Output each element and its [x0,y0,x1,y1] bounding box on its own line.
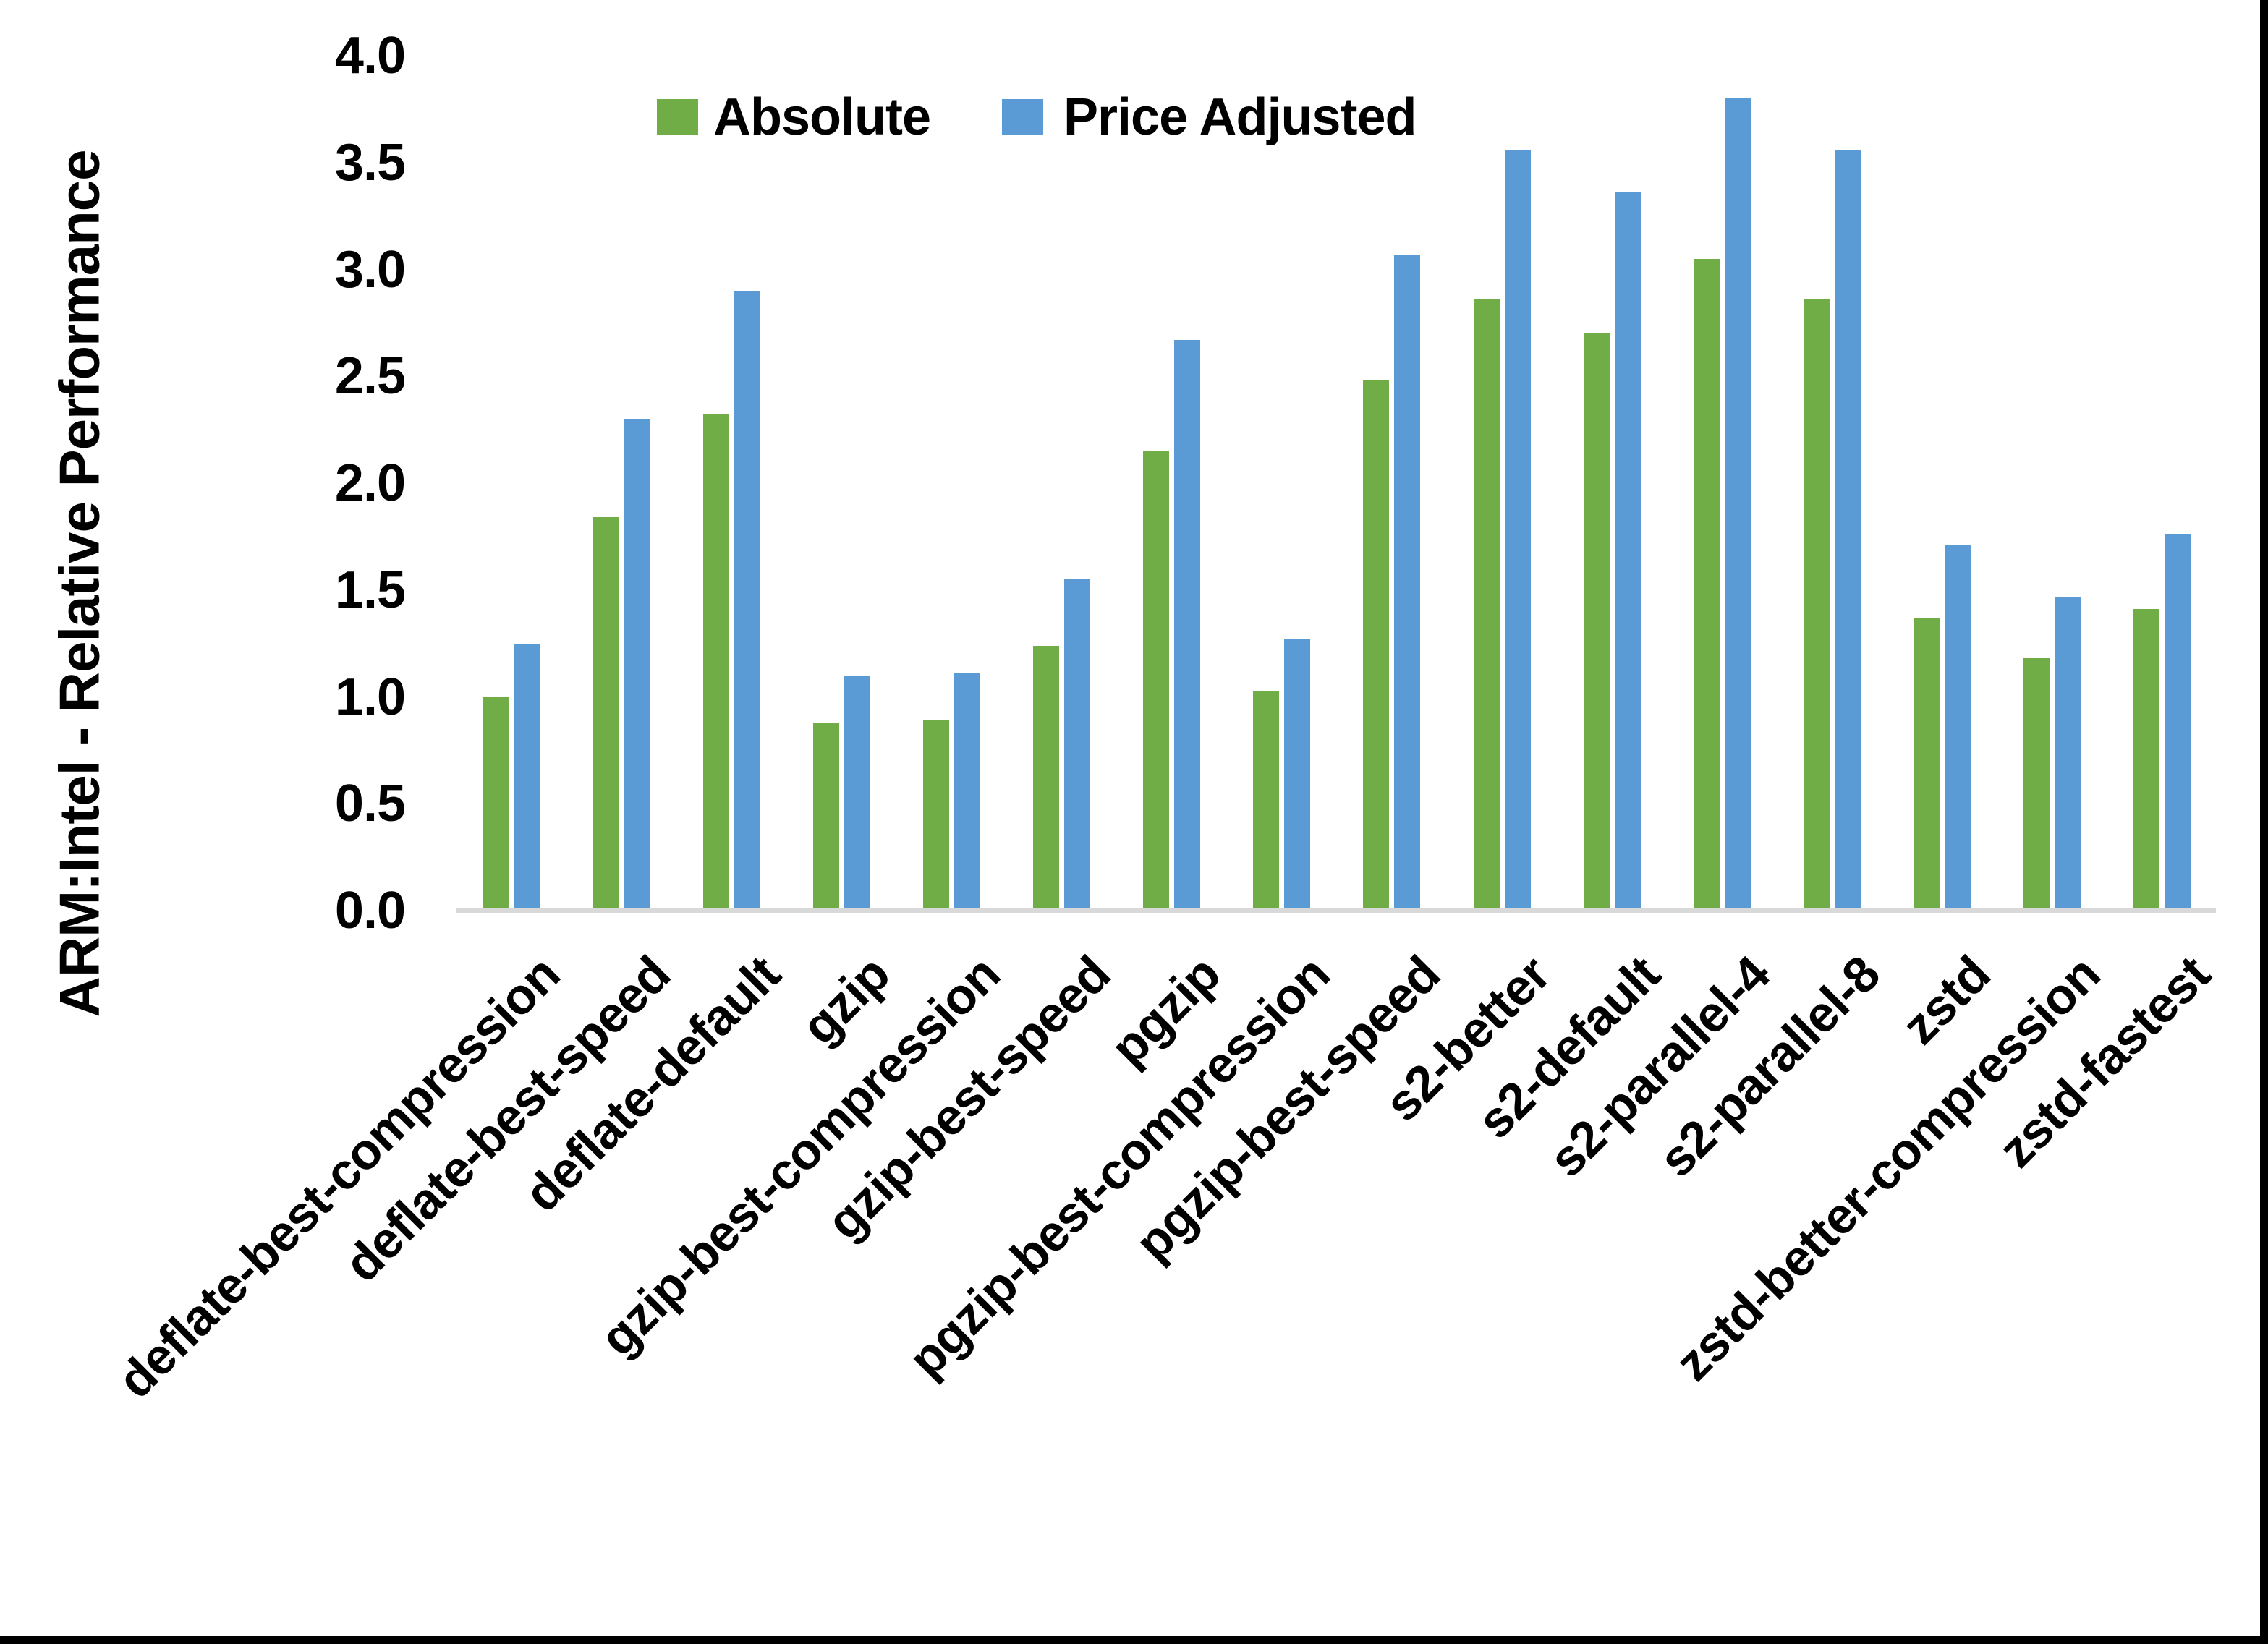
bar-price-adjusted [1064,579,1090,911]
legend-swatch-absolute [657,99,698,135]
bar-price-adjusted [1725,98,1751,911]
bar-absolute [1253,691,1279,911]
category-label: deflate-best-compression [106,945,571,1409]
bar-price-adjusted [844,676,870,911]
bar-absolute [703,414,729,911]
bar-price-adjusted [954,673,980,911]
x-axis-line [456,908,2216,913]
bar-price-adjusted [1505,150,1531,911]
y-tick-label: 1.5 [334,561,406,619]
screenshot-right-border [2260,0,2268,1644]
legend-swatch-price-adjusted [1002,99,1043,135]
y-tick-label: 4.0 [334,27,406,85]
bar-absolute [1914,618,1940,911]
y-tick-label: 0.5 [334,775,406,833]
bar-absolute [483,697,509,911]
y-tick-label: 1.0 [334,668,406,726]
y-tick-label: 0.0 [334,882,406,940]
bar-price-adjusted [514,644,540,911]
bar-price-adjusted [2165,534,2191,911]
bar-price-adjusted [1174,340,1200,911]
y-axis-title: ARM:Intel - Relative Performance [47,150,111,1018]
y-tick-label: 3.5 [334,133,406,192]
bar-price-adjusted [2055,597,2081,911]
legend-label-absolute: Absolute [713,88,931,146]
bar-absolute [1143,451,1169,911]
bar-absolute [923,720,949,911]
y-tick-label: 2.0 [334,454,406,512]
bar-price-adjusted [1835,150,1861,911]
screenshot-bottom-border [0,1636,2268,1644]
y-tick-label: 3.0 [334,240,406,299]
bar-price-adjusted [1284,639,1310,911]
bar-price-adjusted [1615,192,1641,911]
bar-price-adjusted [1394,255,1420,911]
bar-price-adjusted [624,419,650,911]
bar-price-adjusted [734,291,760,911]
bar-absolute [1584,333,1610,911]
y-tick-label: 2.5 [334,347,406,406]
bar-absolute [1804,299,1830,911]
bar-absolute [2023,658,2050,911]
legend-label-price-adjusted: Price Adjusted [1063,88,1417,146]
bar-absolute [2133,609,2159,911]
bar-absolute [1033,646,1059,911]
bar-absolute [813,723,839,911]
bar-absolute [1363,380,1389,911]
bar-absolute [1694,259,1720,911]
bar-absolute [1474,299,1500,911]
bar-price-adjusted [1945,545,1971,911]
bar-absolute [593,517,619,911]
